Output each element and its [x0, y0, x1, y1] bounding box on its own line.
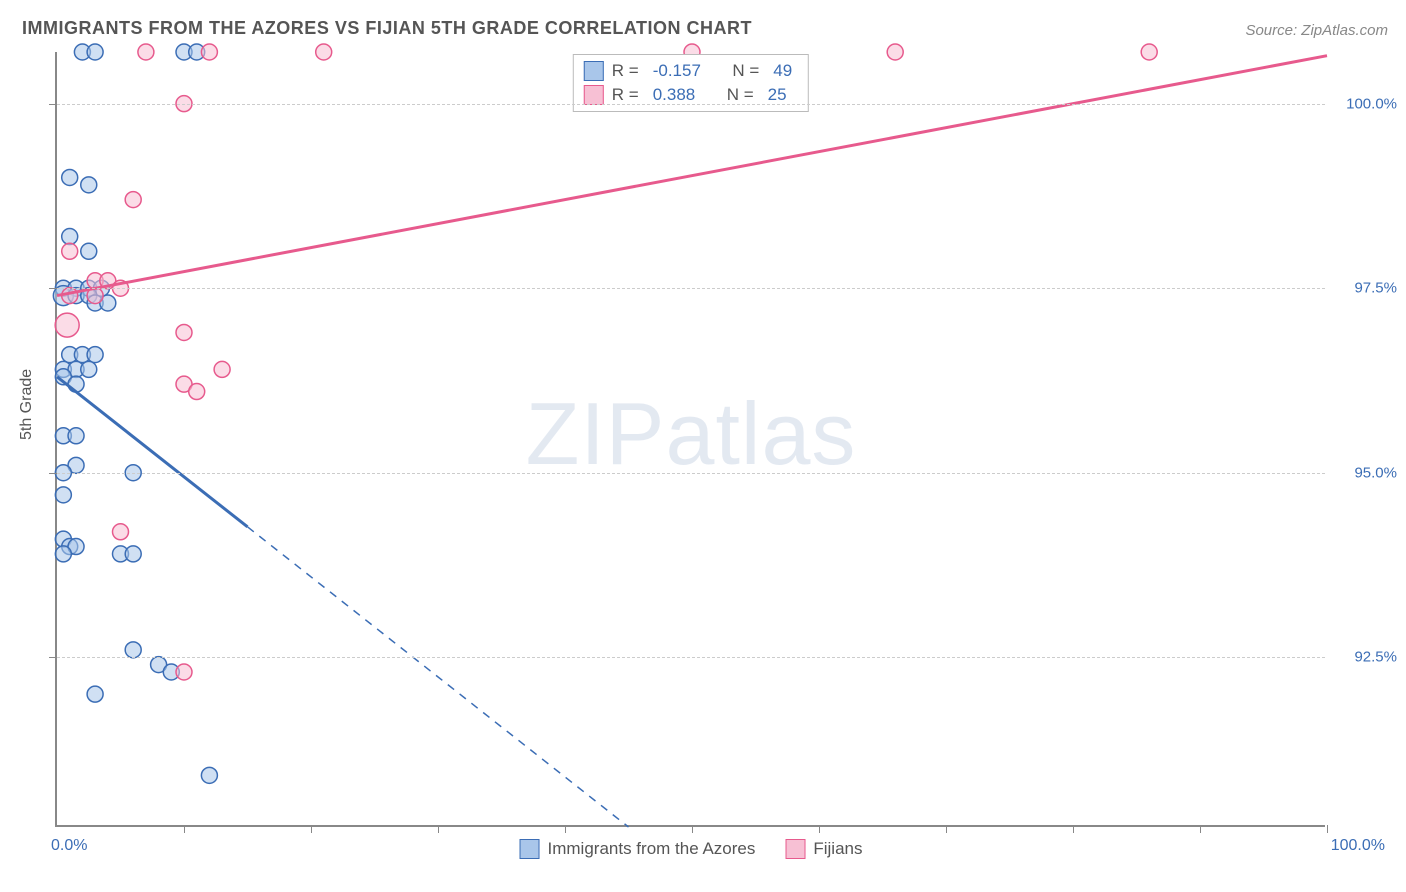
scatter-point: [176, 664, 192, 680]
y-tick: [49, 657, 57, 658]
plot-area: ZIPatlas R =-0.157 N =49R =0.388 N =25 0…: [55, 52, 1325, 827]
scatter-point: [125, 192, 141, 208]
x-tick: [438, 825, 439, 833]
scatter-point: [176, 324, 192, 340]
x-axis-min-label: 0.0%: [51, 837, 87, 855]
scatter-point: [87, 686, 103, 702]
legend-item: Immigrants from the Azores: [520, 839, 756, 859]
scatter-point: [201, 44, 217, 60]
legend-label: Fijians: [813, 839, 862, 859]
correlation-row: R =-0.157 N =49: [584, 59, 798, 83]
y-tick-label: 95.0%: [1354, 464, 1397, 481]
x-tick: [946, 825, 947, 833]
x-tick: [692, 825, 693, 833]
scatter-point: [214, 361, 230, 377]
scatter-point: [125, 546, 141, 562]
scatter-point: [125, 642, 141, 658]
scatter-point: [316, 44, 332, 60]
x-tick: [819, 825, 820, 833]
gridline: [57, 288, 1325, 289]
trend-line-azores-solid: [57, 377, 248, 527]
chart-svg: [57, 52, 1325, 825]
y-tick-label: 97.5%: [1354, 280, 1397, 297]
legend-swatch: [584, 61, 604, 81]
legend-swatch: [584, 85, 604, 105]
y-tick-label: 92.5%: [1354, 649, 1397, 666]
x-tick: [184, 825, 185, 833]
scatter-point: [87, 44, 103, 60]
scatter-point: [201, 767, 217, 783]
scatter-point: [68, 376, 84, 392]
scatter-point: [87, 347, 103, 363]
x-tick: [1327, 825, 1328, 833]
legend-label: Immigrants from the Azores: [548, 839, 756, 859]
x-tick: [1073, 825, 1074, 833]
scatter-point: [62, 243, 78, 259]
y-tick: [49, 288, 57, 289]
scatter-point: [62, 229, 78, 245]
scatter-point: [887, 44, 903, 60]
y-tick: [49, 104, 57, 105]
bottom-legend: Immigrants from the Azores Fijians: [520, 839, 863, 859]
scatter-point: [113, 524, 129, 540]
source-citation: Source: ZipAtlas.com: [1245, 22, 1388, 39]
scatter-point: [62, 169, 78, 185]
y-axis-label: 5th Grade: [18, 369, 36, 440]
scatter-point: [138, 44, 154, 60]
gridline: [57, 104, 1325, 105]
chart-title: IMMIGRANTS FROM THE AZORES VS FIJIAN 5TH…: [22, 18, 752, 39]
legend-swatch: [785, 839, 805, 859]
gridline: [57, 473, 1325, 474]
scatter-point: [81, 361, 97, 377]
trend-line-azores-dashed: [248, 527, 629, 827]
x-tick: [565, 825, 566, 833]
legend-item: Fijians: [785, 839, 862, 859]
scatter-point: [55, 487, 71, 503]
scatter-point: [55, 546, 71, 562]
y-tick: [49, 473, 57, 474]
scatter-point: [68, 428, 84, 444]
scatter-point: [81, 177, 97, 193]
legend-swatch: [520, 839, 540, 859]
x-tick: [311, 825, 312, 833]
y-tick-label: 100.0%: [1346, 95, 1397, 112]
gridline: [57, 657, 1325, 658]
scatter-point: [81, 243, 97, 259]
scatter-point: [55, 313, 79, 337]
scatter-point: [1141, 44, 1157, 60]
x-axis-max-label: 100.0%: [1331, 837, 1385, 855]
scatter-point: [189, 384, 205, 400]
x-tick: [1200, 825, 1201, 833]
